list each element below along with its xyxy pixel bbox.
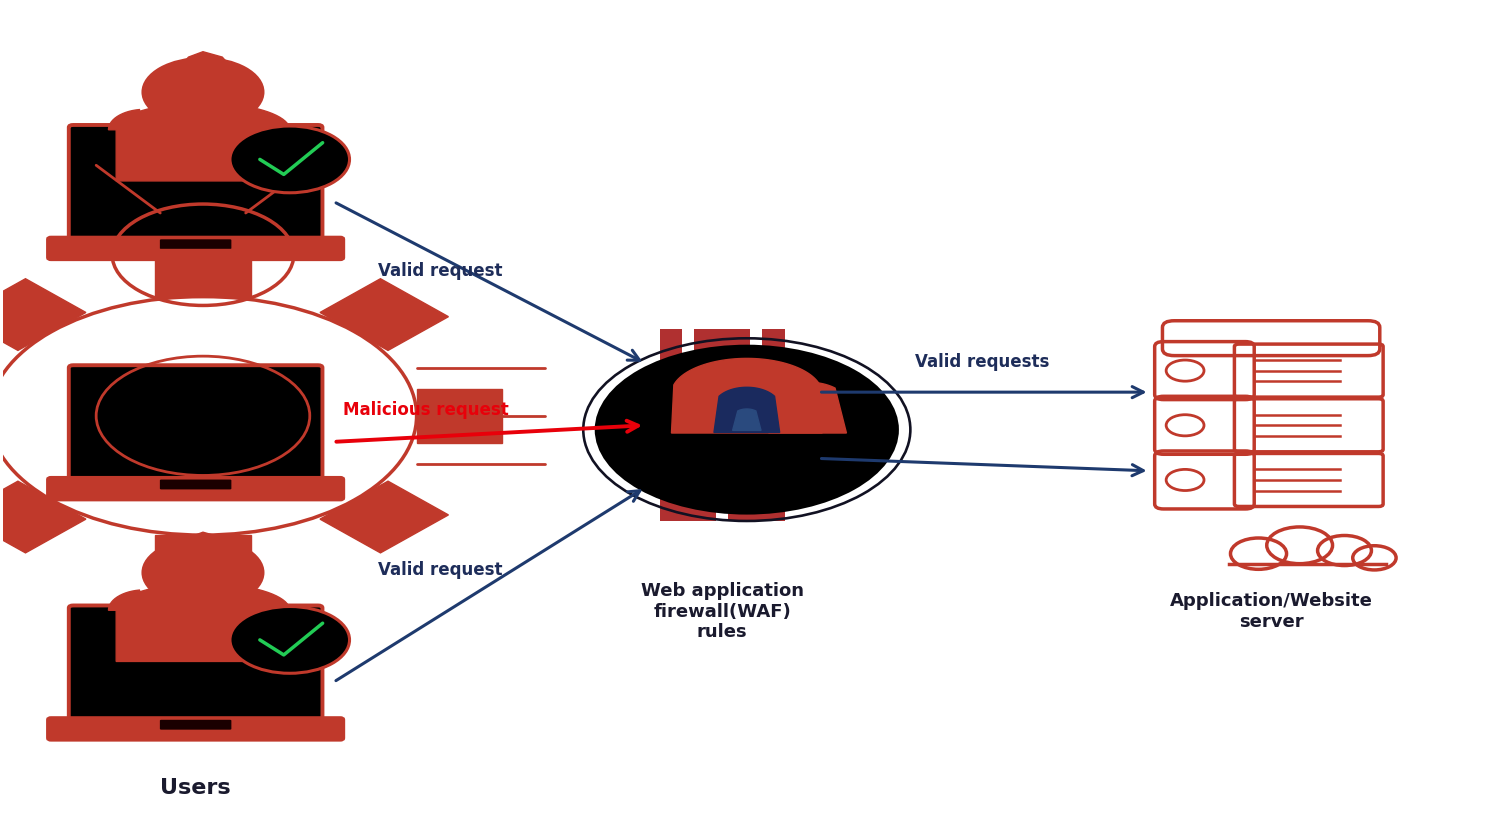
Circle shape bbox=[143, 540, 262, 606]
Polygon shape bbox=[320, 279, 448, 350]
FancyBboxPatch shape bbox=[762, 329, 785, 372]
Text: Valid requests: Valid requests bbox=[914, 354, 1050, 371]
FancyBboxPatch shape bbox=[68, 605, 323, 722]
Polygon shape bbox=[174, 532, 237, 554]
Polygon shape bbox=[320, 481, 448, 553]
Text: Users: Users bbox=[161, 778, 231, 798]
Polygon shape bbox=[0, 279, 86, 350]
Polygon shape bbox=[109, 109, 147, 130]
Polygon shape bbox=[155, 249, 252, 297]
Text: Application/Website
server: Application/Website server bbox=[1170, 592, 1373, 631]
Text: Malicious request: Malicious request bbox=[342, 401, 508, 420]
Circle shape bbox=[594, 344, 899, 515]
Polygon shape bbox=[116, 103, 290, 181]
FancyBboxPatch shape bbox=[694, 329, 750, 372]
Circle shape bbox=[229, 606, 350, 673]
Polygon shape bbox=[733, 409, 761, 430]
Circle shape bbox=[229, 126, 350, 193]
FancyBboxPatch shape bbox=[48, 478, 344, 500]
Polygon shape bbox=[672, 359, 822, 433]
Polygon shape bbox=[417, 389, 502, 443]
FancyBboxPatch shape bbox=[186, 108, 220, 130]
FancyBboxPatch shape bbox=[694, 429, 750, 472]
FancyBboxPatch shape bbox=[660, 379, 716, 422]
FancyBboxPatch shape bbox=[186, 589, 220, 610]
FancyBboxPatch shape bbox=[660, 429, 682, 472]
FancyBboxPatch shape bbox=[159, 480, 231, 490]
FancyBboxPatch shape bbox=[660, 479, 716, 521]
FancyBboxPatch shape bbox=[762, 429, 785, 472]
Circle shape bbox=[143, 58, 262, 125]
Polygon shape bbox=[109, 590, 147, 610]
Polygon shape bbox=[174, 52, 237, 73]
Polygon shape bbox=[155, 535, 252, 583]
FancyBboxPatch shape bbox=[68, 125, 323, 242]
Polygon shape bbox=[0, 481, 86, 553]
Text: Web application
firewall(WAF)
rules: Web application firewall(WAF) rules bbox=[640, 582, 804, 641]
FancyBboxPatch shape bbox=[68, 365, 323, 482]
FancyBboxPatch shape bbox=[728, 479, 785, 521]
Text: Valid request: Valid request bbox=[378, 263, 503, 280]
Polygon shape bbox=[768, 382, 846, 433]
Text: Valid request: Valid request bbox=[378, 560, 503, 579]
FancyBboxPatch shape bbox=[48, 238, 344, 259]
FancyBboxPatch shape bbox=[159, 239, 231, 249]
Polygon shape bbox=[713, 387, 780, 433]
FancyBboxPatch shape bbox=[660, 329, 682, 372]
Polygon shape bbox=[116, 583, 290, 661]
FancyBboxPatch shape bbox=[159, 720, 231, 730]
FancyBboxPatch shape bbox=[728, 379, 785, 422]
FancyBboxPatch shape bbox=[48, 718, 344, 740]
